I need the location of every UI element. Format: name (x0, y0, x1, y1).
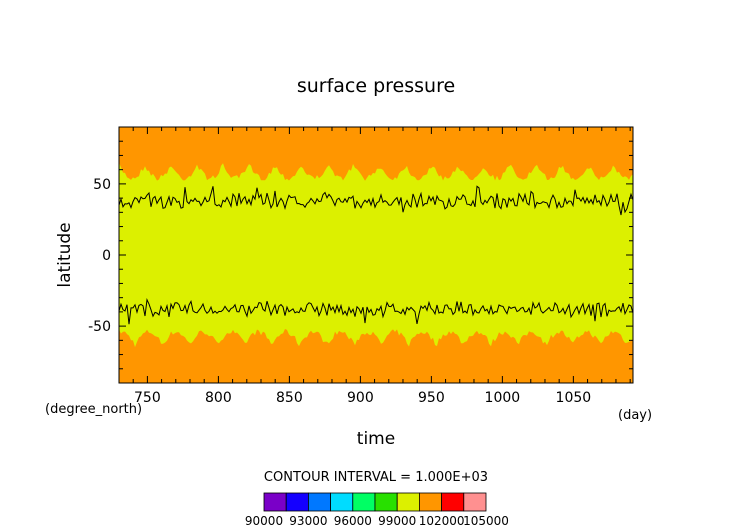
colorbar-swatch (307, 492, 331, 512)
plot-area (118, 126, 634, 384)
colorbar-swatch (396, 492, 420, 512)
colorbar-swatch (330, 492, 354, 512)
colorbar-swatch (285, 492, 309, 512)
colorbar-tick-label: 105000 (463, 514, 509, 528)
y-unit-label: (degree_north) (45, 402, 142, 417)
colorbar-tick-label: 90000 (245, 514, 283, 528)
y-tick-label: -50 (88, 319, 111, 335)
colorbar-swatch (463, 492, 487, 512)
colorbar-swatch (352, 492, 376, 512)
x-tick-label: 900 (347, 390, 374, 406)
x-tick-label: 800 (205, 390, 232, 406)
colorbar-swatch (263, 492, 287, 512)
y-axis-title: latitude (55, 222, 75, 287)
polar-high-south-region (119, 329, 633, 383)
colorbar-swatch (441, 492, 465, 512)
y-axis: -50 0 50 (88, 140, 633, 370)
colorbar-tick-label: 96000 (334, 514, 372, 528)
x-axis: 750 800 850 900 950 1000 1050 (132, 127, 631, 406)
y-tick-label: 50 (93, 177, 111, 193)
chart-title: surface pressure (297, 75, 455, 97)
x-tick-label: 1050 (556, 390, 592, 406)
colorbar-swatch (418, 492, 442, 512)
contour-line-south (118, 298, 634, 325)
colorbar-tick-label: 99000 (378, 514, 416, 528)
colorbar-tick-label: 93000 (289, 514, 327, 528)
x-tick-label: 850 (276, 390, 303, 406)
x-tick-label: 950 (418, 390, 445, 406)
contour-interval-label: CONTOUR INTERVAL = 1.000E+03 (264, 470, 488, 485)
contour-line-north (118, 185, 634, 216)
x-tick-label: 1000 (485, 390, 521, 406)
colorbar-swatch (374, 492, 398, 512)
colorbar-tick-label: 102000 (419, 514, 465, 528)
x-axis-title: time (357, 429, 395, 449)
x-unit-label: (day) (618, 408, 652, 423)
polar-high-north-region (119, 127, 633, 181)
y-tick-label: 0 (102, 248, 111, 264)
x-tick-label: 750 (134, 390, 161, 406)
